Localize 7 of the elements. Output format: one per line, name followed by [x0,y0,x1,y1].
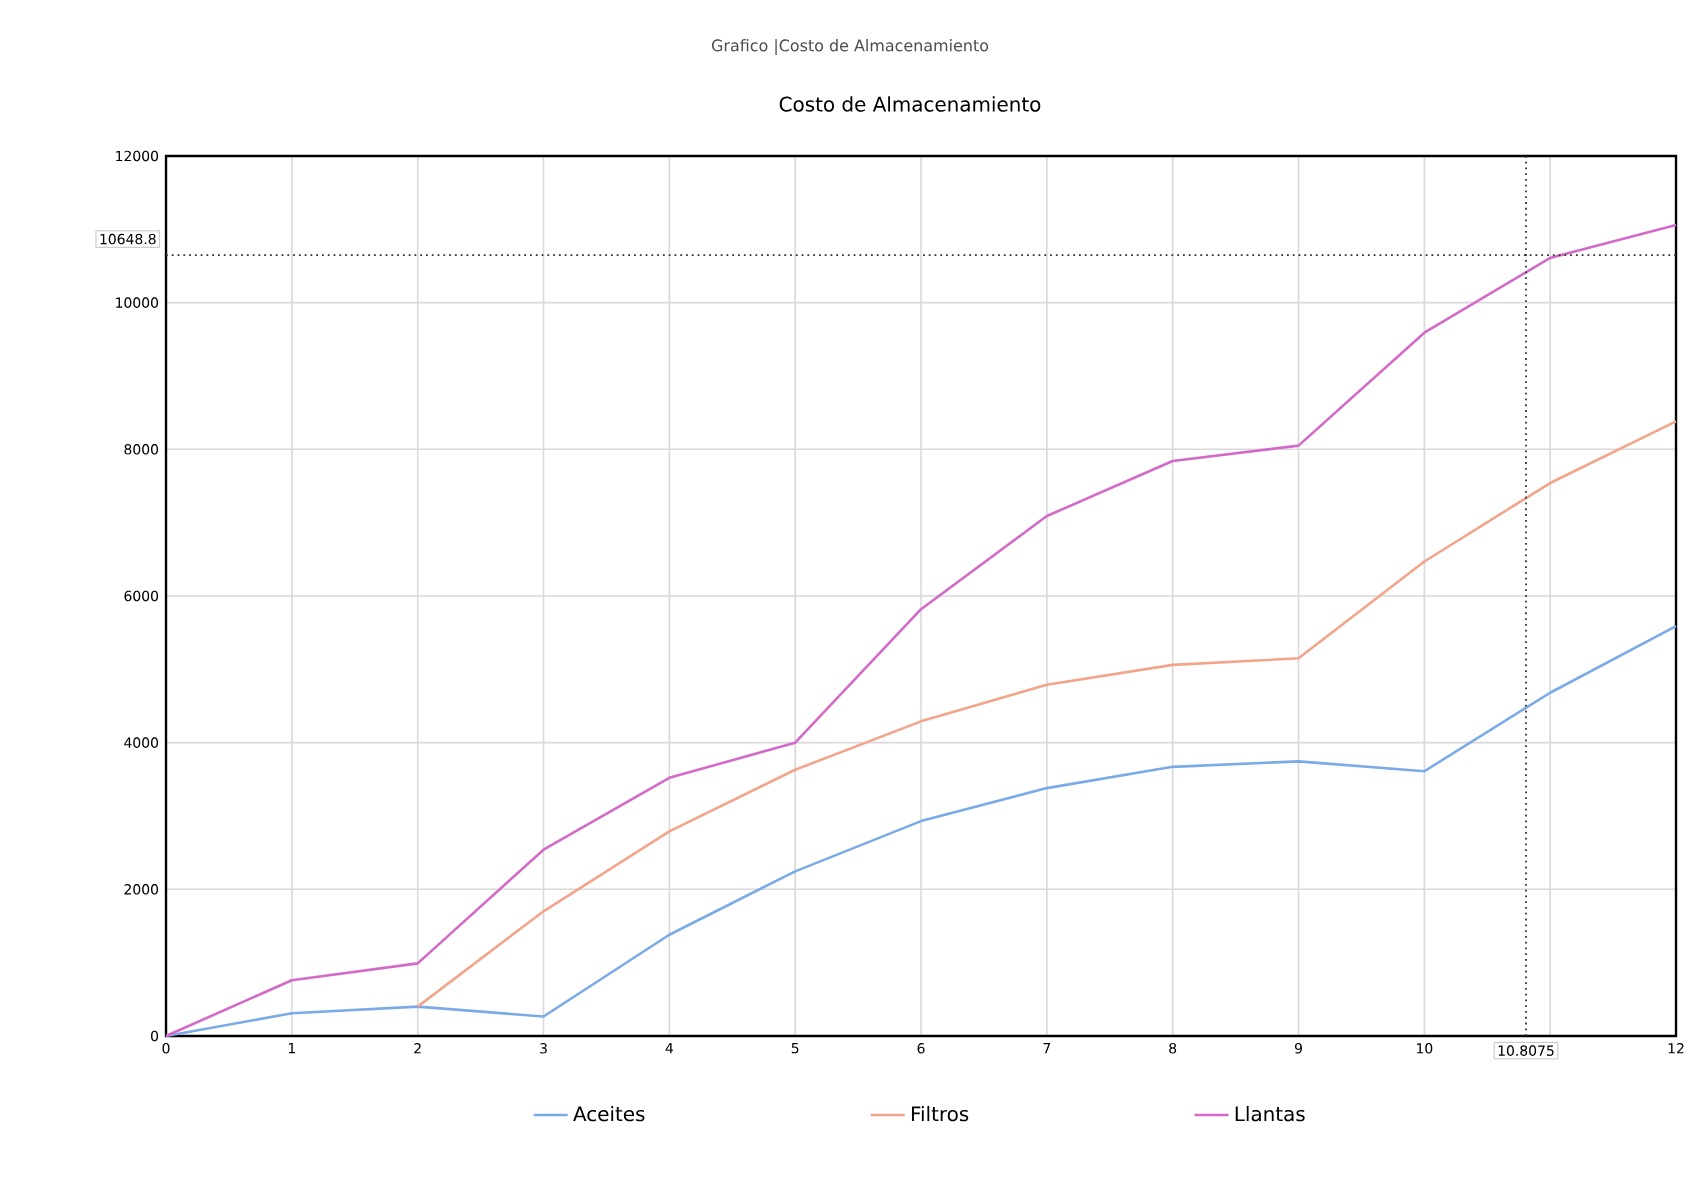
legend-label: Filtros [911,1105,969,1122]
legend-label: Llantas [1235,1105,1305,1122]
line-series [164,624,1678,1038]
line-series [416,420,1678,1008]
legend-label: Aceites [573,1105,645,1122]
line-series [164,223,1678,1038]
chart-title: Costo de Almacenamiento [779,96,1041,112]
